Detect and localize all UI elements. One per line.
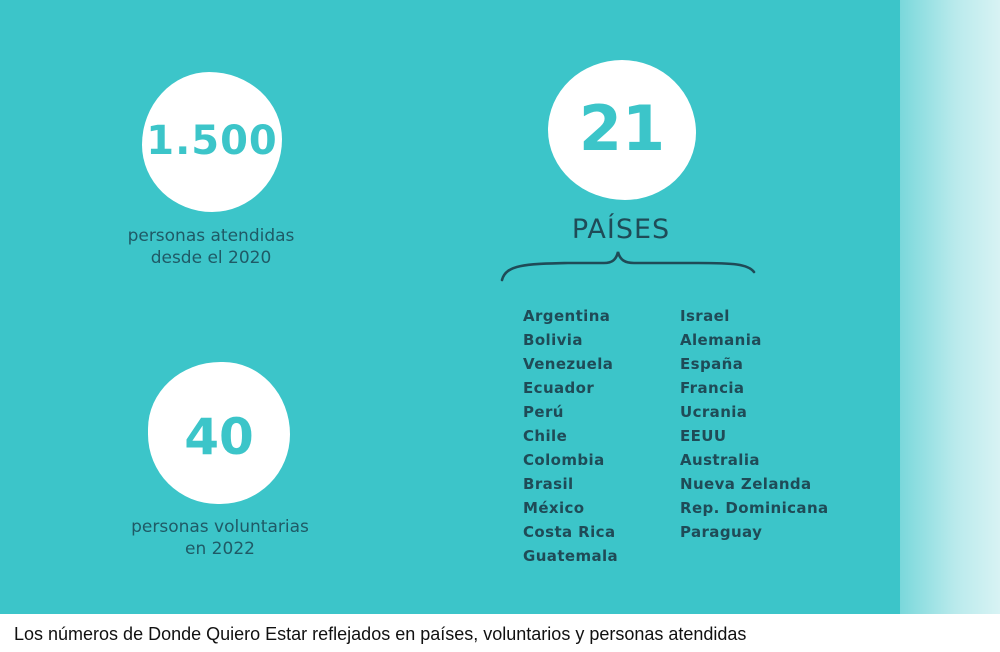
image-edge-fade: [900, 0, 1000, 614]
country-item: Chile: [523, 427, 568, 445]
countries-circle: [548, 60, 696, 200]
country-item: Guatemala: [523, 547, 619, 565]
country-item: Ecuador: [523, 379, 595, 397]
countries-number: 21: [578, 92, 666, 165]
country-item: Costa Rica: [523, 523, 616, 541]
countries-list-left: Argentina Bolivia Venezuela Ecuador Perú Chil…: [523, 306, 618, 570]
attended-caption-line2: desde el 2020: [150, 248, 272, 268]
country-item: Perú: [523, 403, 564, 421]
volunteers-caption-line2: en 2022: [185, 539, 255, 559]
volunteers-caption-line1: personas voluntarias: [131, 517, 309, 537]
country-item: Ucrania: [680, 403, 748, 421]
country-item: Paraguay: [680, 523, 763, 541]
country-item: Venezuela: [523, 355, 614, 373]
country-item: España: [680, 355, 744, 373]
volunteers-number: 40: [184, 408, 254, 466]
countries-label: PAÍSES: [571, 214, 671, 245]
country-item: Bolivia: [523, 331, 583, 349]
country-item: Brasil: [523, 475, 574, 493]
infographic: 1.500 personas atendidas desde el 2020 2…: [0, 0, 1000, 614]
country-item: México: [523, 499, 585, 517]
attended-caption-line1: personas atendidas: [127, 226, 295, 246]
attended-circle: [142, 72, 282, 212]
volunteers-circle: [148, 362, 290, 504]
attended-number: 1.500: [146, 118, 278, 164]
attended-caption: personas atendidas desde el 2020: [95, 225, 327, 269]
image-caption-bar: Los números de Donde Quiero Estar reflej…: [0, 614, 1000, 652]
country-item: Israel: [680, 307, 730, 325]
country-item: Alemania: [680, 331, 762, 349]
country-item: Francia: [680, 379, 745, 397]
country-item: Argentina: [523, 307, 611, 325]
country-item: Australia: [680, 451, 760, 469]
country-item: Colombia: [523, 451, 605, 469]
countries-list-right: Israel Alemania España Francia Ucrania EEUU Au…: [680, 306, 829, 546]
image-caption: Los números de Donde Quiero Estar reflej…: [14, 624, 747, 644]
volunteers-caption: personas voluntarias en 2022: [95, 516, 345, 560]
country-item: EEUU: [680, 427, 727, 445]
country-item: Rep. Dominicana: [680, 499, 829, 517]
curly-brace-divider: [500, 251, 756, 282]
country-item: Nueva Zelanda: [680, 475, 812, 493]
